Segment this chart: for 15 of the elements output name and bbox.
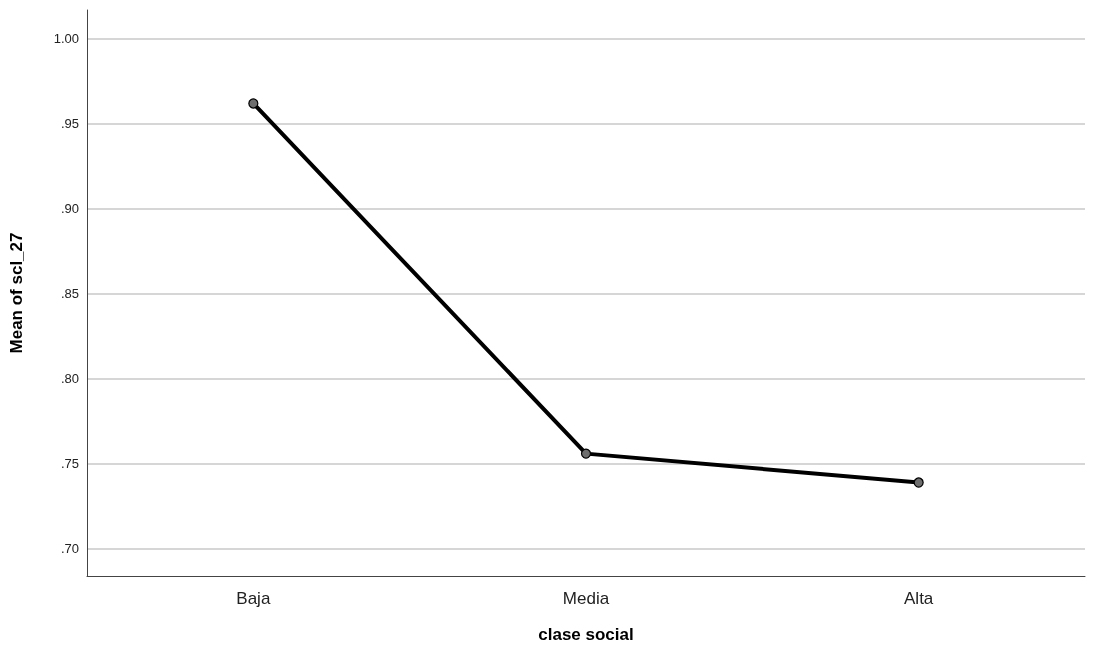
point bbox=[248, 98, 259, 109]
point bbox=[913, 477, 924, 488]
y-tick-label: .95 bbox=[60, 116, 79, 132]
y-tick-label: 1.00 bbox=[53, 31, 79, 47]
y-tick-label: .80 bbox=[60, 371, 79, 387]
y-tick-label: .85 bbox=[60, 286, 79, 302]
y-tick-label: .75 bbox=[60, 456, 79, 472]
y-axis-title: Mean of scl_27 bbox=[7, 232, 26, 354]
point bbox=[580, 448, 592, 459]
x-tick-label: Baja bbox=[236, 589, 271, 608]
x-tick-label: Media bbox=[562, 589, 610, 608]
x-tick-label: Alta bbox=[904, 589, 934, 608]
x-axis-title: clase social bbox=[538, 625, 634, 644]
y-tick-label: .70 bbox=[60, 541, 79, 557]
y-tick-label: .90 bbox=[60, 201, 79, 217]
